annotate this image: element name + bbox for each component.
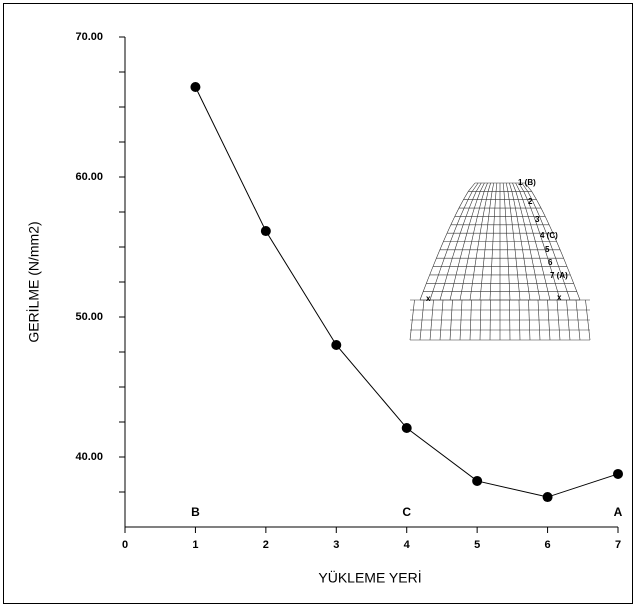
data-point — [402, 423, 412, 433]
inset-label: 7 (A) — [550, 271, 568, 280]
inset-label: 2 — [528, 197, 533, 206]
y-tick-label: 50.00 — [75, 311, 103, 323]
x-tick-label: 4 — [404, 539, 411, 551]
y-tick-label: 70.00 — [75, 31, 103, 43]
inset-label: 6 — [548, 258, 553, 267]
inset-label: 3 — [535, 215, 540, 224]
inset-label: x — [557, 293, 562, 302]
data-point — [261, 226, 271, 236]
data-point — [543, 492, 553, 502]
x-tick-label: 0 — [122, 539, 128, 551]
chart: YÜKLEME YERİ GERİLME (N/mm2) 1 (B)234 (C… — [0, 0, 636, 608]
x-tick-label: 6 — [545, 539, 551, 551]
y-axis-label: GERİLME (N/mm2) — [25, 221, 42, 342]
inset-label: 4 (C) — [540, 231, 558, 240]
mesh-line — [510, 300, 511, 340]
inset-figure: 1 (B) 234 (C) 5 6 7 (A) x x — [410, 178, 590, 340]
y-tick-label: 40.00 — [75, 451, 103, 463]
inset-label: x — [426, 294, 431, 303]
x-tick-label: 3 — [333, 539, 339, 551]
data-point — [472, 476, 482, 486]
data-point — [190, 82, 200, 92]
mesh-line — [490, 300, 491, 340]
annotation: A — [614, 505, 623, 519]
x-tick-label: 1 — [192, 539, 198, 551]
x-axis-label: YÜKLEME YERİ — [318, 569, 421, 586]
x-tick-label: 2 — [263, 539, 269, 551]
y-tick-label: 60.00 — [75, 171, 103, 183]
data-point — [331, 340, 341, 350]
data-point — [613, 469, 623, 479]
data-line — [195, 87, 618, 497]
annotation: C — [402, 505, 411, 519]
x-tick-label: 7 — [615, 539, 621, 551]
x-tick-label: 5 — [474, 539, 480, 551]
annotation: B — [191, 505, 200, 519]
inset-label: 1 (B) — [518, 178, 536, 187]
inset-label: 5 — [545, 245, 550, 254]
